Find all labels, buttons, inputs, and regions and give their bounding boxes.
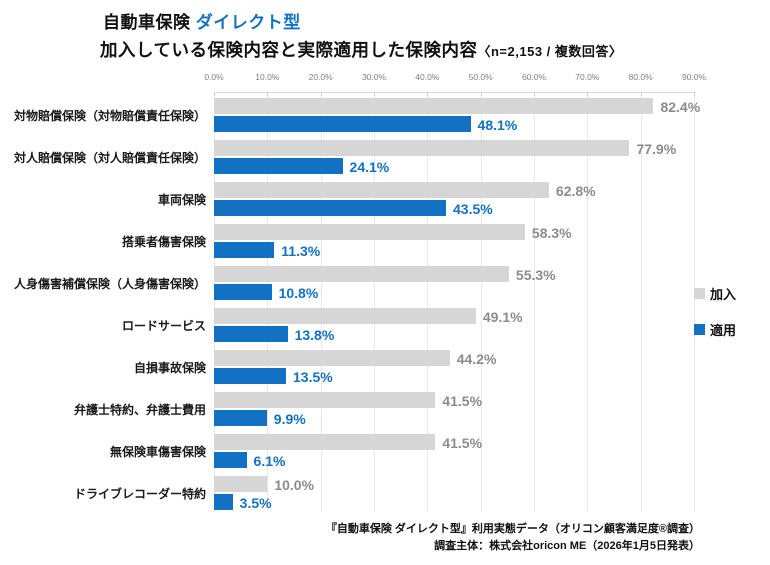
bar-value-tekiyo: 6.1% bbox=[253, 453, 286, 469]
legend-label-tekiyo: 適用 bbox=[710, 323, 737, 338]
bar-value-kanyu: 55.3% bbox=[515, 267, 556, 283]
category-label: ロードサービス bbox=[121, 319, 206, 333]
x-axis-tick-label: 80.0% bbox=[628, 72, 653, 82]
grid-line bbox=[694, 92, 695, 512]
x-axis-tick-label: 20.0% bbox=[308, 72, 333, 82]
bar-value-tekiyo: 3.5% bbox=[239, 495, 272, 511]
axis-tick bbox=[694, 92, 695, 96]
bar-kanyu bbox=[214, 434, 436, 450]
source-note-line2: 調査主体：株式会社oricon ME（2026年1月5日発表） bbox=[434, 540, 700, 552]
category-label: 対人賠償保険（対人賠償責任保険） bbox=[13, 151, 206, 165]
axis-tick bbox=[427, 92, 429, 96]
bar-value-kanyu: 49.1% bbox=[482, 309, 523, 325]
bar-value-tekiyo: 43.5% bbox=[453, 201, 493, 217]
bar-tekiyo bbox=[214, 116, 471, 132]
bar-tekiyo bbox=[214, 452, 247, 468]
bar-value-tekiyo: 48.1% bbox=[477, 117, 518, 133]
grid-line bbox=[267, 92, 269, 512]
bar-tekiyo bbox=[214, 200, 446, 216]
axis-tick bbox=[480, 92, 482, 96]
grid-line bbox=[534, 92, 535, 512]
page-title: 自動車保険 ダイレクト型 bbox=[103, 8, 301, 33]
bar-value-tekiyo: 9.9% bbox=[273, 411, 306, 427]
category-label: 対物賠償保険（対物賠償責任保険） bbox=[13, 109, 206, 123]
bar-kanyu bbox=[214, 350, 450, 366]
legend-item-tekiyo: 適用 bbox=[694, 320, 736, 339]
axis-tick bbox=[267, 92, 269, 96]
bar-kanyu bbox=[214, 98, 654, 114]
axis-tick bbox=[214, 92, 215, 96]
subtitle-sample-note: 〈n=2,153 / 複数回答〉 bbox=[477, 44, 623, 59]
bar-value-tekiyo: 13.8% bbox=[294, 327, 335, 343]
axis-tick bbox=[640, 92, 642, 96]
bar-tekiyo bbox=[214, 494, 233, 510]
bar-tekiyo bbox=[214, 242, 275, 258]
bar-value-kanyu: 82.4% bbox=[660, 99, 701, 115]
grid-line bbox=[480, 92, 482, 512]
grid-line bbox=[320, 92, 322, 512]
bar-value-kanyu: 77.9% bbox=[636, 141, 677, 157]
category-label: 自損事故保険 bbox=[133, 361, 206, 375]
bar-tekiyo bbox=[214, 410, 267, 426]
bar-value-tekiyo: 24.1% bbox=[349, 159, 390, 175]
x-axis-line bbox=[214, 92, 696, 93]
legend-item-kanyu: 加入 bbox=[694, 284, 736, 303]
bar-kanyu bbox=[214, 392, 436, 408]
category-label: 無保険車傷害保険 bbox=[109, 445, 206, 459]
bar-value-kanyu: 41.5% bbox=[442, 435, 483, 451]
legend-swatch-tekiyo bbox=[694, 324, 705, 335]
bar-value-kanyu: 41.5% bbox=[442, 393, 483, 409]
subtitle-text: 加入している保険内容と実際適用した保険内容 bbox=[100, 40, 478, 60]
source-note: 『自動車保険 ダイレクト型』利用実態データ（オリコン顧客満足度®調査） 調査主体… bbox=[326, 521, 700, 555]
legend-swatch-kanyu bbox=[694, 288, 705, 299]
x-axis-tick-label: 0.0% bbox=[204, 72, 224, 82]
category-label: 弁護士特約、弁護士費用 bbox=[73, 403, 206, 417]
axis-tick bbox=[374, 92, 375, 96]
bar-tekiyo bbox=[214, 284, 272, 300]
category-label: ドライブレコーダー特約 bbox=[73, 487, 206, 501]
grid-line bbox=[427, 92, 429, 512]
bar-kanyu bbox=[214, 266, 509, 282]
chart-subtitle: 加入している保険内容と実際適用した保険内容〈n=2,153 / 複数回答〉 bbox=[100, 37, 622, 62]
x-axis-tick-label: 10.0% bbox=[255, 72, 280, 82]
bar-value-tekiyo: 10.8% bbox=[278, 285, 319, 301]
title-main: 自動車保険 bbox=[103, 13, 196, 32]
category-label: 車両保険 bbox=[157, 193, 206, 207]
legend: 加入 適用 bbox=[694, 284, 736, 356]
axis-tick bbox=[320, 92, 322, 96]
bar-value-kanyu: 62.8% bbox=[555, 183, 596, 199]
grid-line bbox=[214, 92, 215, 512]
title-accent: ダイレクト型 bbox=[195, 13, 301, 32]
bar-kanyu bbox=[214, 308, 476, 324]
bar-kanyu bbox=[214, 476, 268, 492]
grid-line bbox=[640, 92, 642, 512]
source-note-line1: 『自動車保険 ダイレクト型』利用実態データ（オリコン顧客満足度®調査） bbox=[325, 523, 700, 535]
category-label: 搭乗者傷害保険 bbox=[121, 235, 206, 249]
x-axis-tick-label: 90.0% bbox=[681, 72, 707, 82]
legend-label-kanyu: 加入 bbox=[710, 287, 737, 302]
bar-value-kanyu: 58.3% bbox=[531, 225, 572, 241]
bar-tekiyo bbox=[214, 158, 343, 174]
x-axis-tick-label: 60.0% bbox=[521, 72, 547, 82]
bar-kanyu bbox=[214, 182, 549, 198]
x-axis-tick-label: 70.0% bbox=[575, 72, 600, 82]
x-axis-tick-label: 30.0% bbox=[361, 72, 387, 82]
x-axis-tick-label: 50.0% bbox=[468, 72, 493, 82]
bar-tekiyo bbox=[214, 368, 286, 384]
bar-kanyu bbox=[214, 140, 630, 156]
axis-tick bbox=[587, 92, 589, 96]
axis-tick bbox=[534, 92, 535, 96]
bar-value-tekiyo: 11.3% bbox=[281, 243, 321, 259]
bar-value-tekiyo: 13.5% bbox=[293, 369, 333, 385]
x-axis-tick-label: 40.0% bbox=[415, 72, 440, 82]
bar-value-kanyu: 10.0% bbox=[274, 477, 315, 493]
category-label: 人身傷害補償保険（人身傷害保険） bbox=[13, 277, 206, 291]
bar-kanyu bbox=[214, 224, 525, 240]
grid-line bbox=[374, 92, 375, 512]
grid-line bbox=[587, 92, 589, 512]
bar-tekiyo bbox=[214, 326, 288, 342]
bar-value-kanyu: 44.2% bbox=[456, 351, 497, 367]
